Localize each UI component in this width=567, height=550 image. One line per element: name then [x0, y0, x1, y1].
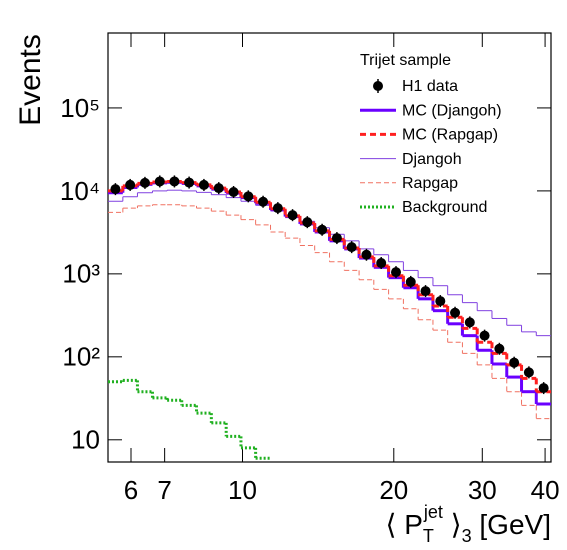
data-point: [361, 249, 372, 260]
data-point: [346, 242, 357, 253]
data-point: [523, 367, 534, 378]
data-point: [110, 184, 121, 195]
data-point: [272, 203, 283, 214]
x-label-sub: T: [423, 526, 434, 546]
legend-label: Background: [402, 199, 487, 216]
data-point: [198, 179, 209, 190]
data-point: [331, 233, 342, 244]
data-point: [390, 267, 401, 278]
y-tick-label: 10³: [62, 259, 100, 289]
x-label-sub: 3: [462, 526, 472, 546]
data-point: [139, 177, 150, 188]
data-point: [169, 176, 180, 187]
data-point: [302, 217, 313, 228]
x-label-unit: [GeV]: [472, 509, 551, 540]
data-point: [538, 383, 549, 394]
x-label-sup: jet: [423, 502, 443, 522]
data-point: [154, 176, 165, 187]
x-label-part: ⟩: [443, 509, 462, 540]
legend-label: MC (Djangoh): [402, 102, 502, 119]
y-tick-label: 10⁴: [60, 176, 100, 206]
x-label-part: ⟨ P: [386, 509, 423, 540]
data-point: [405, 276, 416, 287]
plot-area: [108, 175, 551, 460]
legend-title: Trijet sample: [360, 52, 451, 69]
data-point: [243, 191, 254, 202]
plot-frame: [107, 32, 552, 463]
y-tick-label: 10²: [62, 342, 100, 372]
legend-swatch: [373, 81, 383, 91]
x-tick-label: 7: [157, 475, 171, 505]
data-point: [494, 343, 505, 354]
data-point: [376, 258, 387, 269]
x-tick-label: 6: [124, 475, 138, 505]
data-point: [509, 357, 520, 368]
data-point: [317, 224, 328, 235]
legend-label: Djangoh: [402, 151, 462, 168]
y-axis-label: Events: [14, 34, 47, 126]
data-point: [287, 210, 298, 221]
x-tick-label: 40: [531, 475, 560, 505]
legend-label: Rapgap: [402, 175, 458, 192]
data-point: [435, 296, 446, 307]
data-point: [258, 196, 269, 207]
y-tick-label: 10⁵: [60, 93, 100, 123]
x-axis-label: ⟨ PTjet ⟩3 [GeV]: [386, 502, 552, 546]
data-point: [125, 179, 136, 190]
y-tick-label: 10: [71, 425, 100, 455]
x-tick-label: 10: [228, 475, 257, 505]
data-point: [213, 183, 224, 194]
legend-label: H1 data: [402, 78, 458, 95]
legend-label: MC (Rapgap): [402, 127, 498, 144]
x-tick-label: 20: [379, 475, 408, 505]
x-tick-label: 30: [468, 475, 497, 505]
data-point: [479, 330, 490, 341]
data-point: [450, 307, 461, 318]
data-point: [464, 317, 475, 328]
data-point: [420, 286, 431, 297]
data-point: [184, 177, 195, 188]
data-point: [228, 186, 239, 197]
